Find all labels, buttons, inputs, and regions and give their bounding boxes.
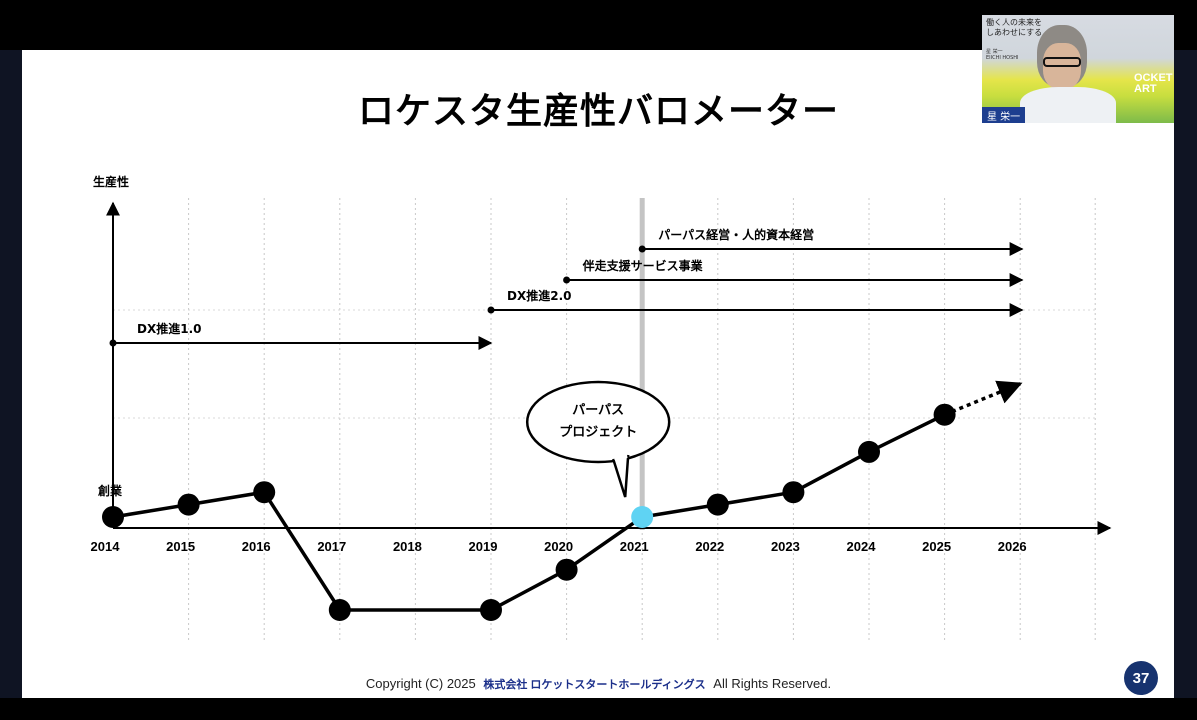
- x-tick-label-2019: 2019: [469, 539, 498, 554]
- x-tick-label-2024: 2024: [847, 539, 877, 554]
- presenter-body: [1020, 87, 1116, 123]
- x-tick-label-2025: 2025: [922, 539, 951, 554]
- annotation-founding: 創業: [97, 483, 123, 498]
- slide-title: ロケスタ生産性バロメーター: [357, 91, 839, 132]
- initiative-label-0: DX推進1.0: [137, 321, 201, 336]
- page-number-badge: 37: [1124, 661, 1158, 695]
- callout-tail-join: [613, 454, 628, 460]
- background-logo: OCKET ART: [1134, 73, 1173, 95]
- x-tick-label-2017: 2017: [317, 539, 346, 554]
- initiative-arrows: DX推進1.0 DX推進2.0 伴走支援サービス事業 パーパス経営・人的資本経営: [109, 227, 1024, 350]
- book-title-line1: 働く人の未来を: [986, 18, 1042, 27]
- data-point-2014: [102, 506, 124, 528]
- y-axis-label: 生産性: [93, 174, 129, 189]
- presenter-name-tag: 星 栄一: [982, 107, 1026, 123]
- x-tick-label-2023: 2023: [771, 539, 800, 554]
- book-author-jp: 星 栄一: [986, 49, 1003, 55]
- footer-copyright: Copyright (C) 2025: [365, 676, 476, 691]
- callout-line1: パーパス: [572, 403, 624, 418]
- background-logo-line1: OCKET: [1134, 72, 1173, 84]
- callout-line2: プロジェクト: [559, 425, 637, 440]
- series-projection: [943, 380, 1023, 417]
- book-title: 働く人の未来を しあわせにする: [986, 18, 1056, 38]
- x-tick-label-2014: 2014: [91, 539, 121, 554]
- x-tick-label-2026: 2026: [998, 539, 1027, 554]
- axis-labels: 生産性 2014 2015 2016 2017 2018 2019 2020 2021 2022 2…: [91, 174, 1027, 554]
- book-author-en: EIICHI HOSHI: [986, 55, 1019, 61]
- initiative-label-1: DX推進2.0: [507, 288, 571, 303]
- data-point-2023: [782, 481, 805, 504]
- data-point-2025: [933, 403, 956, 426]
- data-point-2024: [858, 440, 880, 463]
- footer: Copyright (C) 2025 株式会社 ロケットスタートホールディングス…: [0, 676, 1197, 692]
- axes: [106, 201, 1112, 535]
- book-author: 星 栄一 EIICHI HOSHI: [986, 49, 1019, 61]
- footer-rights: All Rights Reserved.: [713, 676, 832, 691]
- x-tick-label-2022: 2022: [695, 539, 724, 554]
- background-logo-line2: ART: [1134, 83, 1157, 95]
- data-point-2016: [253, 481, 276, 504]
- series-line: [112, 413, 946, 612]
- data-point-2015: [177, 493, 200, 516]
- callout-tail: [612, 454, 630, 498]
- data-point-2020: [555, 558, 578, 581]
- data-point-2019: [480, 599, 502, 621]
- presenter-video-tile[interactable]: 働く人の未来を しあわせにする 星 栄一 EIICHI HOSHI OCKET …: [982, 15, 1174, 123]
- data-point-2021: [631, 506, 654, 528]
- data-point-2022: [706, 493, 729, 516]
- slide: [22, 50, 1174, 698]
- callout-ellipse: [525, 380, 671, 464]
- x-tick-label-2020: 2020: [544, 539, 573, 554]
- initiative-label-2: 伴走支援サービス事業: [582, 258, 704, 273]
- data-point-2017: [328, 599, 351, 621]
- presenter-glasses: [1043, 57, 1081, 67]
- x-tick-label-2016: 2016: [242, 539, 271, 554]
- footer-company: 株式会社 ロケットスタートホールディングス: [483, 679, 706, 691]
- book-title-line2: しあわせにする: [986, 28, 1043, 37]
- initiative-label-3: パーパス経営・人的資本経営: [658, 227, 814, 242]
- data-points: [102, 403, 956, 621]
- window-bottom-bar: [0, 698, 1197, 720]
- x-tick-label-2018: 2018: [393, 539, 422, 554]
- x-tick-label-2021: 2021: [620, 539, 649, 554]
- x-tick-label-2015: 2015: [166, 539, 195, 554]
